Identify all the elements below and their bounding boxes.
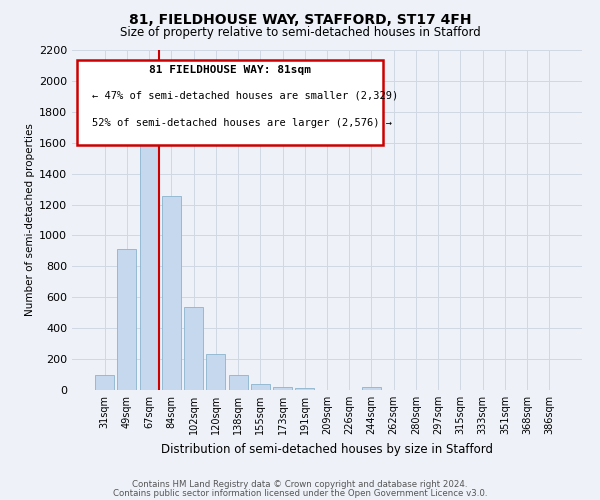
Text: 81 FIELDHOUSE WAY: 81sqm: 81 FIELDHOUSE WAY: 81sqm bbox=[149, 66, 311, 76]
Text: 52% of semi-detached houses are larger (2,576) →: 52% of semi-detached houses are larger (… bbox=[92, 118, 392, 128]
Bar bbox=[162, 196, 181, 390]
Text: Contains HM Land Registry data © Crown copyright and database right 2024.: Contains HM Land Registry data © Crown c… bbox=[132, 480, 468, 489]
Bar bbox=[229, 374, 248, 390]
Bar bbox=[118, 250, 136, 390]
Text: ← 47% of semi-detached houses are smaller (2,329): ← 47% of semi-detached houses are smalle… bbox=[92, 91, 398, 101]
Y-axis label: Number of semi-detached properties: Number of semi-detached properties bbox=[25, 124, 35, 316]
Bar bbox=[140, 128, 158, 390]
Bar bbox=[273, 387, 292, 390]
X-axis label: Distribution of semi-detached houses by size in Stafford: Distribution of semi-detached houses by … bbox=[161, 442, 493, 456]
Bar bbox=[362, 387, 381, 390]
Text: Size of property relative to semi-detached houses in Stafford: Size of property relative to semi-detach… bbox=[119, 26, 481, 39]
Bar bbox=[206, 354, 225, 390]
Bar bbox=[295, 388, 314, 390]
Text: Contains public sector information licensed under the Open Government Licence v3: Contains public sector information licen… bbox=[113, 489, 487, 498]
Bar bbox=[184, 306, 203, 390]
Text: 81, FIELDHOUSE WAY, STAFFORD, ST17 4FH: 81, FIELDHOUSE WAY, STAFFORD, ST17 4FH bbox=[129, 12, 471, 26]
FancyBboxPatch shape bbox=[77, 60, 383, 145]
Bar bbox=[95, 376, 114, 390]
Bar bbox=[251, 384, 270, 390]
